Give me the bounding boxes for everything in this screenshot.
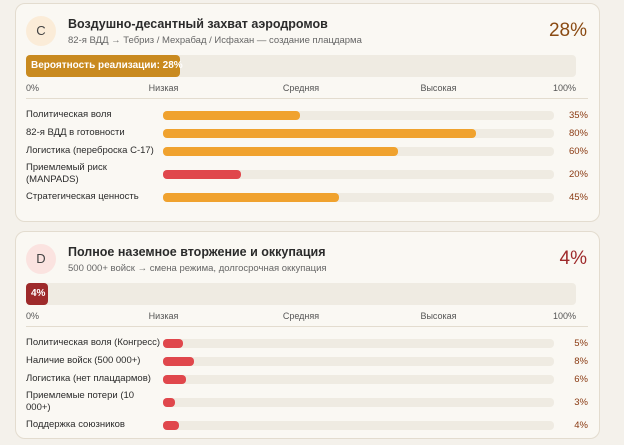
probability-track: 4% bbox=[26, 283, 576, 305]
factor-track bbox=[163, 128, 554, 138]
subtitle: 500 000+ войск → смена режима, долгосроч… bbox=[68, 263, 327, 274]
scale: 0% Низкая Средняя Высокая 100% bbox=[26, 311, 576, 323]
subtitle: 82-я ВДД → Тебриз / Мехрабад / Исфахан —… bbox=[68, 35, 362, 46]
factor-row: Политическая воля 35% bbox=[26, 106, 588, 124]
factor-track bbox=[163, 169, 554, 179]
factor-value: 35% bbox=[568, 109, 588, 121]
factor-value: 45% bbox=[568, 191, 588, 203]
scale-label: Высокая bbox=[420, 311, 457, 321]
factor-row: Поддержка союзников 4% bbox=[26, 416, 588, 434]
factor-value: 6% bbox=[574, 373, 588, 385]
factor-name: Политическая воля bbox=[26, 109, 112, 120]
scenario-card: D Полное наземное вторжение и оккупация 50… bbox=[15, 231, 600, 439]
factor-bar bbox=[163, 192, 339, 202]
factor-row: Приемлемые потери (10 000+) 3% bbox=[26, 388, 588, 416]
probability-label: 28% bbox=[548, 20, 587, 41]
factor-value: 5% bbox=[574, 337, 588, 349]
factor-value: 8% bbox=[574, 355, 588, 367]
probability-bar bbox=[26, 283, 48, 305]
factor-name: 82-я ВДД в готовности bbox=[26, 127, 125, 138]
factor-name: Политическая воля (Конгресс) bbox=[26, 337, 161, 348]
factor-value: 4% bbox=[574, 419, 588, 431]
factor-bar bbox=[163, 128, 476, 138]
scale-label: Низкая bbox=[148, 83, 179, 93]
factor-track bbox=[163, 110, 554, 120]
scale-label: Средняя bbox=[282, 83, 320, 93]
factor-bar bbox=[163, 110, 300, 120]
factor-bar bbox=[163, 374, 187, 384]
factor-value: 3% bbox=[574, 396, 588, 408]
factor-bar bbox=[163, 420, 179, 430]
scenario-card: C Воздушно-десантный захват аэродромов 82-… bbox=[15, 3, 600, 222]
title: Воздушно-десантный захват аэродромов bbox=[68, 17, 328, 31]
factor-track bbox=[163, 397, 554, 407]
scale: 0% Низкая Средняя Высокая 100% bbox=[26, 83, 576, 95]
scale-label: Средняя bbox=[282, 311, 320, 321]
scale-label: Высокая bbox=[420, 83, 457, 93]
factor-list: Политическая воля (Конгресс) 5% Наличие во… bbox=[26, 334, 588, 434]
factor-row: Наличие войск (500 000+) 8% bbox=[26, 352, 588, 370]
factor-name: Логистика (нет плацдармов) bbox=[26, 373, 151, 384]
factor-track bbox=[163, 192, 554, 202]
factor-row: Логистика (переброска С-17) 60% bbox=[26, 142, 588, 160]
probability-bar-label: 4% bbox=[31, 288, 46, 299]
factor-row: Стратегическая ценность 45% bbox=[26, 188, 588, 206]
probability-bar bbox=[26, 55, 180, 77]
factor-value: 60% bbox=[568, 145, 588, 157]
divider bbox=[26, 326, 588, 327]
factor-name: Приемлемый риск (MANPADS) bbox=[26, 162, 107, 185]
probability-label: 4% bbox=[559, 248, 587, 269]
factor-value: 20% bbox=[568, 168, 588, 180]
factor-name: Наличие войск (500 000+) bbox=[26, 355, 141, 366]
factor-value: 80% bbox=[568, 127, 588, 139]
factor-bar bbox=[163, 338, 183, 348]
factor-name: Стратегическая ценность bbox=[26, 191, 139, 202]
factor-row: Политическая воля (Конгресс) 5% bbox=[26, 334, 588, 352]
scale-label: 0% bbox=[26, 83, 40, 93]
factor-track bbox=[163, 356, 554, 366]
divider bbox=[26, 98, 588, 99]
scale-label: 0% bbox=[26, 311, 40, 321]
factor-row: 82-я ВДД в готовности 80% bbox=[26, 124, 588, 142]
factor-bar bbox=[163, 397, 175, 407]
factor-track bbox=[163, 420, 554, 430]
factor-row: Приемлемый риск (MANPADS) 20% bbox=[26, 160, 588, 188]
factor-bar bbox=[163, 356, 195, 366]
probability-track: Вероятность реализации: 28% bbox=[26, 55, 576, 77]
factor-track bbox=[163, 146, 554, 156]
badge: D bbox=[26, 244, 56, 274]
factor-list: Политическая воля 35% 82-я ВДД в готовност… bbox=[26, 106, 588, 206]
factor-track bbox=[163, 338, 554, 348]
factor-name: Логистика (переброска С-17) bbox=[26, 145, 154, 156]
factor-bar bbox=[163, 169, 242, 179]
probability-bar-label: Вероятность реализации: 28% bbox=[31, 60, 183, 71]
factor-name: Поддержка союзников bbox=[26, 419, 125, 430]
factor-track bbox=[163, 374, 554, 384]
title: Полное наземное вторжение и оккупация bbox=[68, 245, 326, 259]
scale-label: Низкая bbox=[148, 311, 179, 321]
badge: C bbox=[26, 16, 56, 46]
scale-label: 100% bbox=[552, 83, 576, 93]
factor-row: Логистика (нет плацдармов) 6% bbox=[26, 370, 588, 388]
factor-bar bbox=[163, 146, 398, 156]
factor-name: Приемлемые потери (10 000+) bbox=[26, 390, 135, 413]
scale-label: 100% bbox=[552, 311, 576, 321]
